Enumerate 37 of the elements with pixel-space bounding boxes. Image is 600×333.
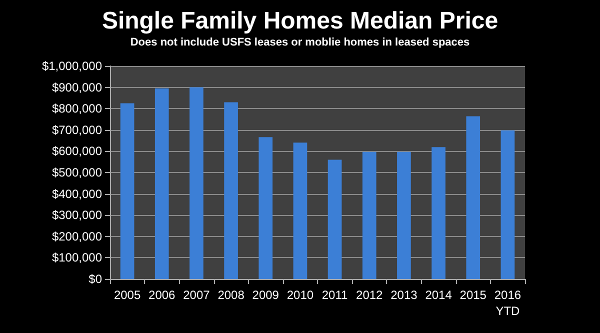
bar <box>500 130 515 279</box>
y-tick-label: $100,000 <box>52 250 102 265</box>
x-tick-label: 2008 <box>218 288 245 302</box>
bar <box>362 152 376 279</box>
y-tick-label: $900,000 <box>52 80 102 94</box>
y-tick-label: $1,000,000 <box>42 59 102 73</box>
y-tick-label: $700,000 <box>52 122 102 137</box>
y-tick-label: $400,000 <box>52 186 102 201</box>
bar <box>432 147 446 279</box>
bar <box>328 160 342 279</box>
bar <box>258 137 273 279</box>
x-tick-label: 2009 <box>252 288 280 302</box>
bar <box>293 142 308 279</box>
y-tick-label: $500,000 <box>52 166 102 180</box>
x-tick-label: 2014 <box>425 288 452 302</box>
y-tick-label: $800,000 <box>52 102 102 116</box>
bar <box>190 87 204 279</box>
bar <box>154 88 169 279</box>
chart-title: Single Family Homes Median Price <box>102 8 498 34</box>
x-tick-label: 2013 <box>390 288 418 302</box>
bar <box>397 152 411 279</box>
y-tick-label: $300,000 <box>52 208 102 222</box>
bar <box>120 103 134 279</box>
x-tick-label: 2007 <box>183 288 210 302</box>
y-tick-label: $600,000 <box>52 144 102 158</box>
x-tick-label: 2010 <box>286 288 314 302</box>
y-tick-label: $200,000 <box>52 229 102 244</box>
x-tick-label: 2015 <box>460 288 487 302</box>
x-tick-label: 2005 <box>114 288 141 302</box>
x-tick-label: 2006 <box>148 288 176 302</box>
x-tick-label: 2012 <box>356 288 384 302</box>
bar <box>466 116 480 279</box>
y-tick-label: $0 <box>88 272 102 286</box>
x-tick-label: 2011 <box>322 288 348 302</box>
x-tick-label: 2016 YTD <box>494 288 522 318</box>
chart-subtitle: Does not include USFS leases or moblie homes in leased spaces <box>130 36 470 48</box>
bar <box>224 102 238 279</box>
